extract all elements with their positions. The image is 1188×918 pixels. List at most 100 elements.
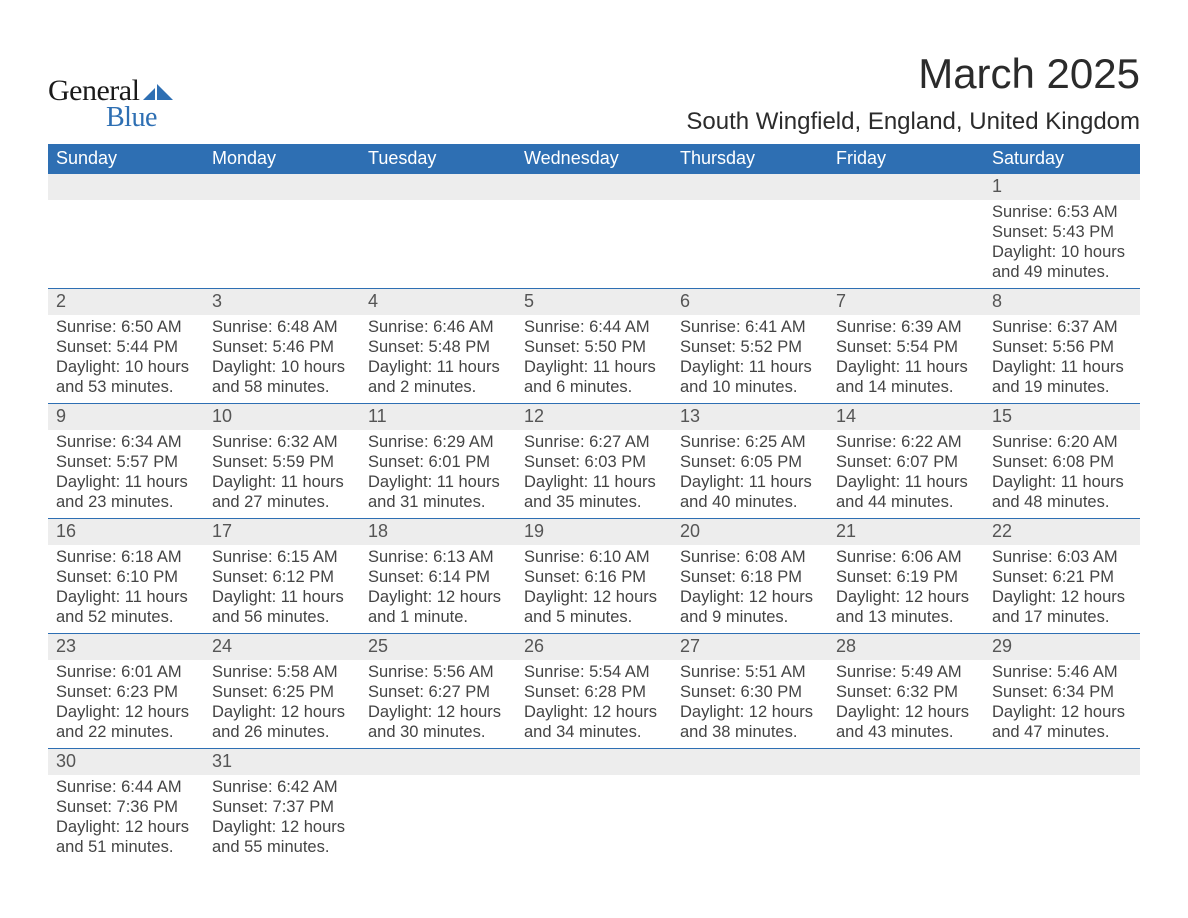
day-detail-cell: Sunrise: 5:51 AMSunset: 6:30 PMDaylight:… [672,660,828,749]
day-dl1: Daylight: 11 hours [680,357,820,377]
header: General Blue March 2025 South Wingfield,… [48,50,1140,136]
day-detail-row: Sunrise: 6:53 AMSunset: 5:43 PMDaylight:… [48,200,1140,289]
day-header: Wednesday [516,144,672,174]
day-number-cell: 3 [204,289,360,315]
day-number: 8 [992,291,1002,311]
day-dl1: Daylight: 10 hours [212,357,352,377]
day-number-row: 23242526272829 [48,634,1140,660]
day-number-cell: 22 [984,519,1140,545]
day-header: Monday [204,144,360,174]
day-dl2: and 22 minutes. [56,722,196,742]
day-number: 19 [524,521,544,541]
day-dl2: and 10 minutes. [680,377,820,397]
day-sunrise: Sunrise: 6:27 AM [524,432,664,452]
day-number: 27 [680,636,700,656]
day-sunset: Sunset: 6:28 PM [524,682,664,702]
day-dl2: and 35 minutes. [524,492,664,512]
day-sunset: Sunset: 6:16 PM [524,567,664,587]
day-number-cell: 26 [516,634,672,660]
day-sunrise: Sunrise: 6:50 AM [56,317,196,337]
day-header: Thursday [672,144,828,174]
day-detail-cell: Sunrise: 6:37 AMSunset: 5:56 PMDaylight:… [984,315,1140,404]
day-sunrise: Sunrise: 6:10 AM [524,547,664,567]
day-dl2: and 48 minutes. [992,492,1132,512]
day-detail-cell [984,775,1140,864]
day-dl2: and 2 minutes. [368,377,508,397]
day-number: 18 [368,521,388,541]
day-number: 10 [212,406,232,426]
day-sunrise: Sunrise: 6:44 AM [524,317,664,337]
day-number: 14 [836,406,856,426]
day-number-cell: 30 [48,749,204,775]
day-sunrise: Sunrise: 6:37 AM [992,317,1132,337]
day-dl1: Daylight: 11 hours [368,357,508,377]
day-dl2: and 19 minutes. [992,377,1132,397]
day-dl2: and 55 minutes. [212,837,352,857]
day-number-cell: 20 [672,519,828,545]
day-dl1: Daylight: 10 hours [992,242,1132,262]
day-sunrise: Sunrise: 5:54 AM [524,662,664,682]
calendar-table: Sunday Monday Tuesday Wednesday Thursday… [48,144,1140,863]
day-dl1: Daylight: 12 hours [836,587,976,607]
day-sunset: Sunset: 6:23 PM [56,682,196,702]
day-detail-cell [828,200,984,289]
day-dl1: Daylight: 11 hours [992,357,1132,377]
day-number-cell: 1 [984,174,1140,200]
day-sunrise: Sunrise: 6:53 AM [992,202,1132,222]
day-sunrise: Sunrise: 6:29 AM [368,432,508,452]
day-sunset: Sunset: 6:03 PM [524,452,664,472]
day-dl1: Daylight: 11 hours [680,472,820,492]
day-number: 23 [56,636,76,656]
day-sunrise: Sunrise: 5:51 AM [680,662,820,682]
day-sunrise: Sunrise: 6:22 AM [836,432,976,452]
day-number: 4 [368,291,378,311]
location-title: South Wingfield, England, United Kingdom [686,108,1140,136]
day-sunrise: Sunrise: 6:03 AM [992,547,1132,567]
day-detail-cell [360,775,516,864]
day-header: Friday [828,144,984,174]
day-number: 3 [212,291,222,311]
day-dl2: and 52 minutes. [56,607,196,627]
day-number-cell [984,749,1140,775]
day-dl2: and 34 minutes. [524,722,664,742]
day-number-cell: 27 [672,634,828,660]
day-sunset: Sunset: 6:01 PM [368,452,508,472]
day-number-cell [360,174,516,200]
day-dl1: Daylight: 12 hours [992,587,1132,607]
day-dl2: and 44 minutes. [836,492,976,512]
day-dl1: Daylight: 12 hours [524,702,664,722]
day-dl2: and 56 minutes. [212,607,352,627]
day-detail-cell: Sunrise: 6:50 AMSunset: 5:44 PMDaylight:… [48,315,204,404]
day-number: 28 [836,636,856,656]
day-number: 2 [56,291,66,311]
day-number-cell [516,174,672,200]
day-dl2: and 23 minutes. [56,492,196,512]
day-dl1: Daylight: 11 hours [368,472,508,492]
day-dl2: and 40 minutes. [680,492,820,512]
day-dl1: Daylight: 11 hours [524,472,664,492]
day-detail-cell: Sunrise: 6:18 AMSunset: 6:10 PMDaylight:… [48,545,204,634]
day-sunrise: Sunrise: 6:41 AM [680,317,820,337]
day-number-cell: 7 [828,289,984,315]
day-number: 24 [212,636,232,656]
day-sunset: Sunset: 6:25 PM [212,682,352,702]
day-dl2: and 38 minutes. [680,722,820,742]
day-sunrise: Sunrise: 6:18 AM [56,547,196,567]
day-number: 1 [992,176,1002,196]
day-header: Saturday [984,144,1140,174]
day-sunset: Sunset: 6:12 PM [212,567,352,587]
day-sunset: Sunset: 6:07 PM [836,452,976,472]
day-detail-cell: Sunrise: 6:20 AMSunset: 6:08 PMDaylight:… [984,430,1140,519]
day-detail-cell [516,200,672,289]
day-sunset: Sunset: 7:37 PM [212,797,352,817]
day-detail-cell: Sunrise: 5:46 AMSunset: 6:34 PMDaylight:… [984,660,1140,749]
day-number-cell: 5 [516,289,672,315]
day-number-cell: 31 [204,749,360,775]
day-dl2: and 31 minutes. [368,492,508,512]
day-dl1: Daylight: 10 hours [56,357,196,377]
day-number-cell: 23 [48,634,204,660]
day-sunrise: Sunrise: 6:32 AM [212,432,352,452]
day-dl1: Daylight: 12 hours [368,702,508,722]
day-number-cell [672,749,828,775]
day-number-row: 3031 [48,749,1140,775]
